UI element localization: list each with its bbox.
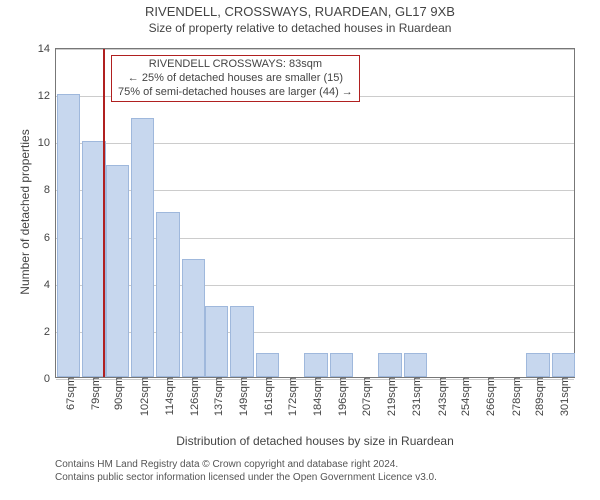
ytick-label: 12 (38, 90, 56, 102)
title-line2: Size of property relative to detached ho… (0, 21, 600, 35)
xtick-label: 266sqm (481, 377, 497, 416)
ytick-label: 8 (44, 184, 56, 196)
title-line1: RIVENDELL, CROSSWAYS, RUARDEAN, GL17 9XB (0, 4, 600, 19)
annotation-box: RIVENDELL CROSSWAYS: 83sqm← 25% of detac… (111, 55, 360, 102)
histogram-bar (552, 353, 575, 377)
histogram-bar (230, 306, 253, 377)
ytick-label: 14 (38, 43, 56, 55)
histogram-bar (330, 353, 353, 377)
histogram-bar (182, 259, 205, 377)
xtick-label: 90sqm (109, 377, 125, 410)
xtick-label: 219sqm (382, 377, 398, 416)
histogram-bar (205, 306, 228, 377)
xtick-label: 67sqm (61, 377, 77, 410)
histogram-bar (378, 353, 401, 377)
x-axis-label: Distribution of detached houses by size … (55, 434, 575, 448)
annot-line2: ← 25% of detached houses are smaller (15… (118, 72, 353, 86)
footer-credits: Contains HM Land Registry data © Crown c… (55, 458, 437, 484)
xtick-label: 254sqm (456, 377, 472, 416)
ytick-label: 0 (44, 373, 56, 385)
xtick-label: 207sqm (357, 377, 373, 416)
footer-line2: Contains public sector information licen… (55, 471, 437, 484)
xtick-label: 172sqm (283, 377, 299, 416)
footer-line1: Contains HM Land Registry data © Crown c… (55, 458, 437, 471)
histogram-bar (256, 353, 279, 377)
xtick-label: 149sqm (234, 377, 250, 416)
xtick-label: 79sqm (86, 377, 102, 410)
histogram-bar (404, 353, 427, 377)
plot-area: 0246810121467sqm79sqm90sqm102sqm114sqm12… (55, 48, 575, 378)
annot-line3: 75% of semi-detached houses are larger (… (118, 86, 353, 100)
grid-line (56, 49, 574, 50)
xtick-label: 301sqm (555, 377, 571, 416)
ytick-label: 2 (44, 326, 56, 338)
xtick-label: 196sqm (333, 377, 349, 416)
y-axis-label: Number of detached properties (18, 112, 32, 312)
xtick-label: 289sqm (530, 377, 546, 416)
ytick-label: 10 (38, 137, 56, 149)
xtick-label: 184sqm (308, 377, 324, 416)
xtick-label: 102sqm (135, 377, 151, 416)
histogram-bar (131, 118, 154, 377)
xtick-label: 114sqm (160, 377, 176, 415)
xtick-label: 137sqm (209, 377, 225, 416)
chart-container: RIVENDELL, CROSSWAYS, RUARDEAN, GL17 9XB… (0, 0, 600, 500)
chart-title: RIVENDELL, CROSSWAYS, RUARDEAN, GL17 9XB… (0, 4, 600, 35)
histogram-bar (57, 94, 80, 377)
histogram-bar (304, 353, 327, 377)
histogram-bar (156, 212, 179, 377)
ytick-label: 4 (44, 279, 56, 291)
xtick-label: 243sqm (433, 377, 449, 416)
histogram-bar (106, 165, 129, 377)
xtick-label: 231sqm (407, 377, 423, 416)
annot-line1: RIVENDELL CROSSWAYS: 83sqm (118, 58, 353, 72)
xtick-label: 278sqm (507, 377, 523, 416)
xtick-label: 161sqm (259, 377, 275, 416)
histogram-bar (526, 353, 549, 377)
xtick-label: 126sqm (185, 377, 201, 416)
reference-line (103, 49, 105, 377)
ytick-label: 6 (44, 232, 56, 244)
